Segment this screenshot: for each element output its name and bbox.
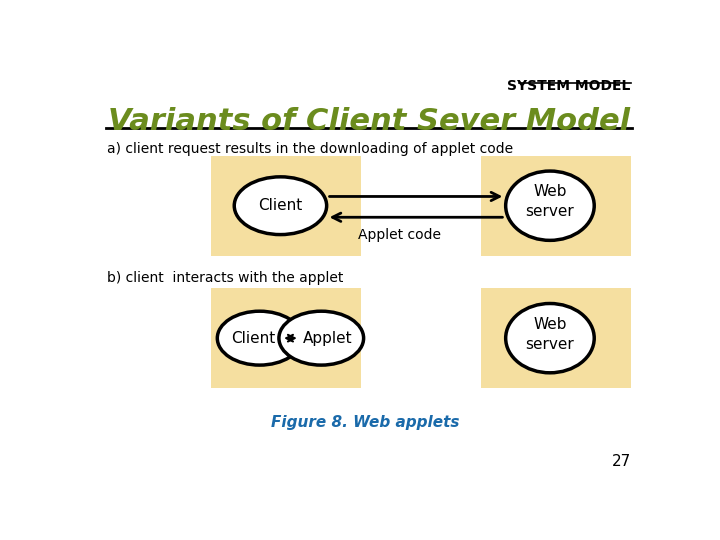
Ellipse shape xyxy=(234,177,327,234)
FancyBboxPatch shape xyxy=(481,156,631,256)
FancyBboxPatch shape xyxy=(211,156,361,256)
Text: Applet code: Applet code xyxy=(359,228,441,242)
Text: Web
server: Web server xyxy=(526,317,575,352)
Ellipse shape xyxy=(279,311,364,365)
Text: SYSTEM MODEL: SYSTEM MODEL xyxy=(508,79,631,93)
Ellipse shape xyxy=(505,171,594,240)
Text: Variants of Client Sever Model: Variants of Client Sever Model xyxy=(108,107,630,136)
FancyBboxPatch shape xyxy=(481,288,631,388)
Text: a) client request results in the downloading of applet code: a) client request results in the downloa… xyxy=(107,142,513,156)
Text: Figure 8. Web applets: Figure 8. Web applets xyxy=(271,415,459,430)
Text: Web
server: Web server xyxy=(526,185,575,219)
Ellipse shape xyxy=(505,303,594,373)
Text: 27: 27 xyxy=(611,454,631,469)
Ellipse shape xyxy=(217,311,302,365)
Text: Client: Client xyxy=(258,198,302,213)
FancyBboxPatch shape xyxy=(211,288,361,388)
Text: b) client  interacts with the applet: b) client interacts with the applet xyxy=(107,271,343,285)
Text: Client: Client xyxy=(231,330,276,346)
Text: Applet: Applet xyxy=(302,330,352,346)
